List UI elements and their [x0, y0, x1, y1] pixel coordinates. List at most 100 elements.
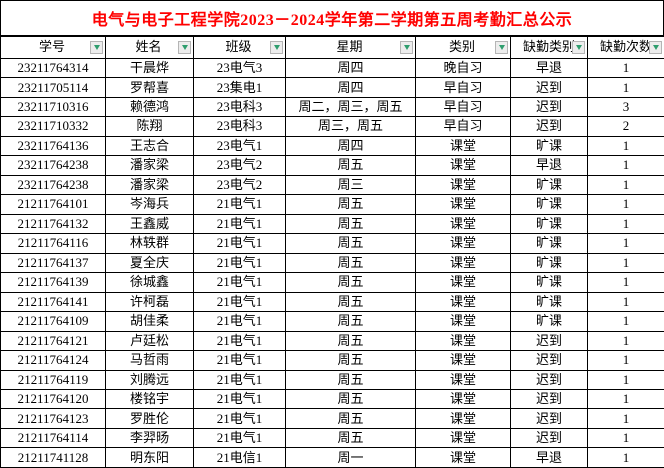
- cell-name: 王志合: [105, 135, 194, 157]
- cell-class: 21电气1: [193, 330, 286, 352]
- cell-student-id: 23211705114: [0, 77, 106, 98]
- cell-student-id: 21211764101: [0, 194, 106, 215]
- cell-class: 21电气1: [193, 233, 286, 254]
- cell-absence-count: 1: [587, 135, 664, 157]
- table-row: 21211764109 胡佳柔 21电气1 周五 课堂 旷课 1: [0, 311, 664, 332]
- cell-name: 罗胜伦: [105, 408, 194, 429]
- cell-weekday: 周二，周三，周五: [285, 96, 416, 118]
- filter-button[interactable]: [90, 41, 103, 54]
- cell-absence-type: 旷课: [510, 135, 588, 157]
- cell-absence-type: 迟到: [510, 96, 588, 118]
- cell-absence-count: 1: [587, 388, 664, 410]
- cell-weekday: 周五: [285, 213, 416, 235]
- cell-absence-type: 旷课: [510, 174, 588, 196]
- cell-category: 课堂: [415, 447, 511, 468]
- cell-student-id: 21211764141: [0, 291, 106, 313]
- cell-student-id: 21211764139: [0, 272, 106, 293]
- cell-absence-type: 旷课: [510, 194, 588, 215]
- cell-weekday: 周五: [285, 427, 416, 449]
- table-row: 21211741128 明东阳 21电信1 周一 课堂 早退 1: [0, 447, 664, 468]
- table-row: 21211764141 许柯磊 21电气1 周五 课堂 旷课 1: [0, 291, 664, 313]
- cell-category: 早自习: [415, 77, 511, 98]
- column-header-student-id: 学号: [0, 36, 106, 59]
- cell-name: 王鑫威: [105, 213, 194, 235]
- cell-absence-count: 3: [587, 96, 664, 118]
- cell-category: 课堂: [415, 369, 511, 390]
- cell-absence-type: 迟到: [510, 427, 588, 449]
- filter-button[interactable]: [649, 41, 662, 54]
- filter-button[interactable]: [270, 41, 283, 54]
- table-row: 21211764121 卢廷松 21电气1 周五 课堂 迟到 1: [0, 330, 664, 352]
- cell-category: 课堂: [415, 252, 511, 274]
- cell-class: 21电气1: [193, 194, 286, 215]
- chevron-down-icon: [273, 45, 280, 50]
- cell-class: 21电信1: [193, 447, 286, 468]
- cell-absence-count: 1: [587, 77, 664, 98]
- table-row: 23211705114 罗帮喜 23集电1 周四 早自习 迟到 1: [0, 77, 664, 98]
- chevron-down-icon: [652, 45, 659, 50]
- cell-class: 21电气1: [193, 213, 286, 235]
- cell-class: 23电气3: [193, 57, 286, 79]
- cell-absence-count: 1: [587, 447, 664, 468]
- chevron-down-icon: [575, 45, 582, 50]
- cell-absence-type: 迟到: [510, 77, 588, 98]
- cell-absence-type: 迟到: [510, 350, 588, 371]
- cell-weekday: 周四: [285, 57, 416, 79]
- cell-category: 课堂: [415, 330, 511, 352]
- cell-name: 楼铭宇: [105, 388, 194, 410]
- cell-category: 课堂: [415, 233, 511, 254]
- cell-student-id: 21211764119: [0, 369, 106, 390]
- cell-absence-count: 1: [587, 213, 664, 235]
- filter-button[interactable]: [178, 41, 191, 54]
- cell-absence-count: 1: [587, 408, 664, 429]
- cell-student-id: 21211764132: [0, 213, 106, 235]
- filter-button[interactable]: [572, 41, 585, 54]
- cell-absence-count: 1: [587, 174, 664, 196]
- cell-name: 马哲雨: [105, 350, 194, 371]
- filter-button[interactable]: [495, 41, 508, 54]
- cell-category: 课堂: [415, 427, 511, 449]
- cell-student-id: 21211764116: [0, 233, 106, 254]
- table-row: 21211764116 林轶群 21电气1 周五 课堂 旷课 1: [0, 233, 664, 254]
- cell-student-id: 21211764123: [0, 408, 106, 429]
- cell-weekday: 周三，周五: [285, 116, 416, 137]
- cell-name: 林轶群: [105, 233, 194, 254]
- cell-name: 卢廷松: [105, 330, 194, 352]
- cell-student-id: 23211764136: [0, 135, 106, 157]
- cell-student-id: 21211764120: [0, 388, 106, 410]
- cell-absence-type: 旷课: [510, 291, 588, 313]
- cell-absence-type: 旷课: [510, 272, 588, 293]
- cell-category: 课堂: [415, 272, 511, 293]
- cell-absence-type: 旷课: [510, 311, 588, 332]
- header-row: 学号 姓名 班级 星期 类别: [0, 36, 664, 59]
- cell-class: 23电气1: [193, 135, 286, 157]
- cell-weekday: 周五: [285, 350, 416, 371]
- cell-absence-count: 1: [587, 350, 664, 371]
- column-header-name: 姓名: [105, 36, 194, 59]
- table-row: 23211764136 王志合 23电气1 周四 课堂 旷课 1: [0, 135, 664, 157]
- cell-name: 赖德鸿: [105, 96, 194, 118]
- cell-name: 潘家梁: [105, 155, 194, 176]
- cell-name: 徐城鑫: [105, 272, 194, 293]
- cell-absence-count: 1: [587, 369, 664, 390]
- cell-class: 23电气2: [193, 174, 286, 196]
- cell-category: 早自习: [415, 96, 511, 118]
- cell-category: 早自习: [415, 116, 511, 137]
- cell-absence-count: 1: [587, 291, 664, 313]
- column-label: 星期: [336, 39, 363, 55]
- table-row: 21211764120 楼铭宇 21电气1 周五 课堂 迟到 1: [0, 388, 664, 410]
- cell-category: 课堂: [415, 135, 511, 157]
- cell-student-id: 23211764238: [0, 174, 106, 196]
- filter-button[interactable]: [400, 41, 413, 54]
- cell-class: 21电气1: [193, 408, 286, 429]
- cell-weekday: 周五: [285, 272, 416, 293]
- cell-name: 陈翔: [105, 116, 194, 137]
- cell-student-id: 21211741128: [0, 447, 106, 468]
- cell-category: 课堂: [415, 291, 511, 313]
- column-label: 缺勤次数: [600, 39, 653, 55]
- cell-class: 21电气1: [193, 311, 286, 332]
- cell-class: 21电气1: [193, 272, 286, 293]
- cell-absence-count: 1: [587, 272, 664, 293]
- table-row: 21211764123 罗胜伦 21电气1 周五 课堂 迟到 1: [0, 408, 664, 429]
- cell-category: 课堂: [415, 311, 511, 332]
